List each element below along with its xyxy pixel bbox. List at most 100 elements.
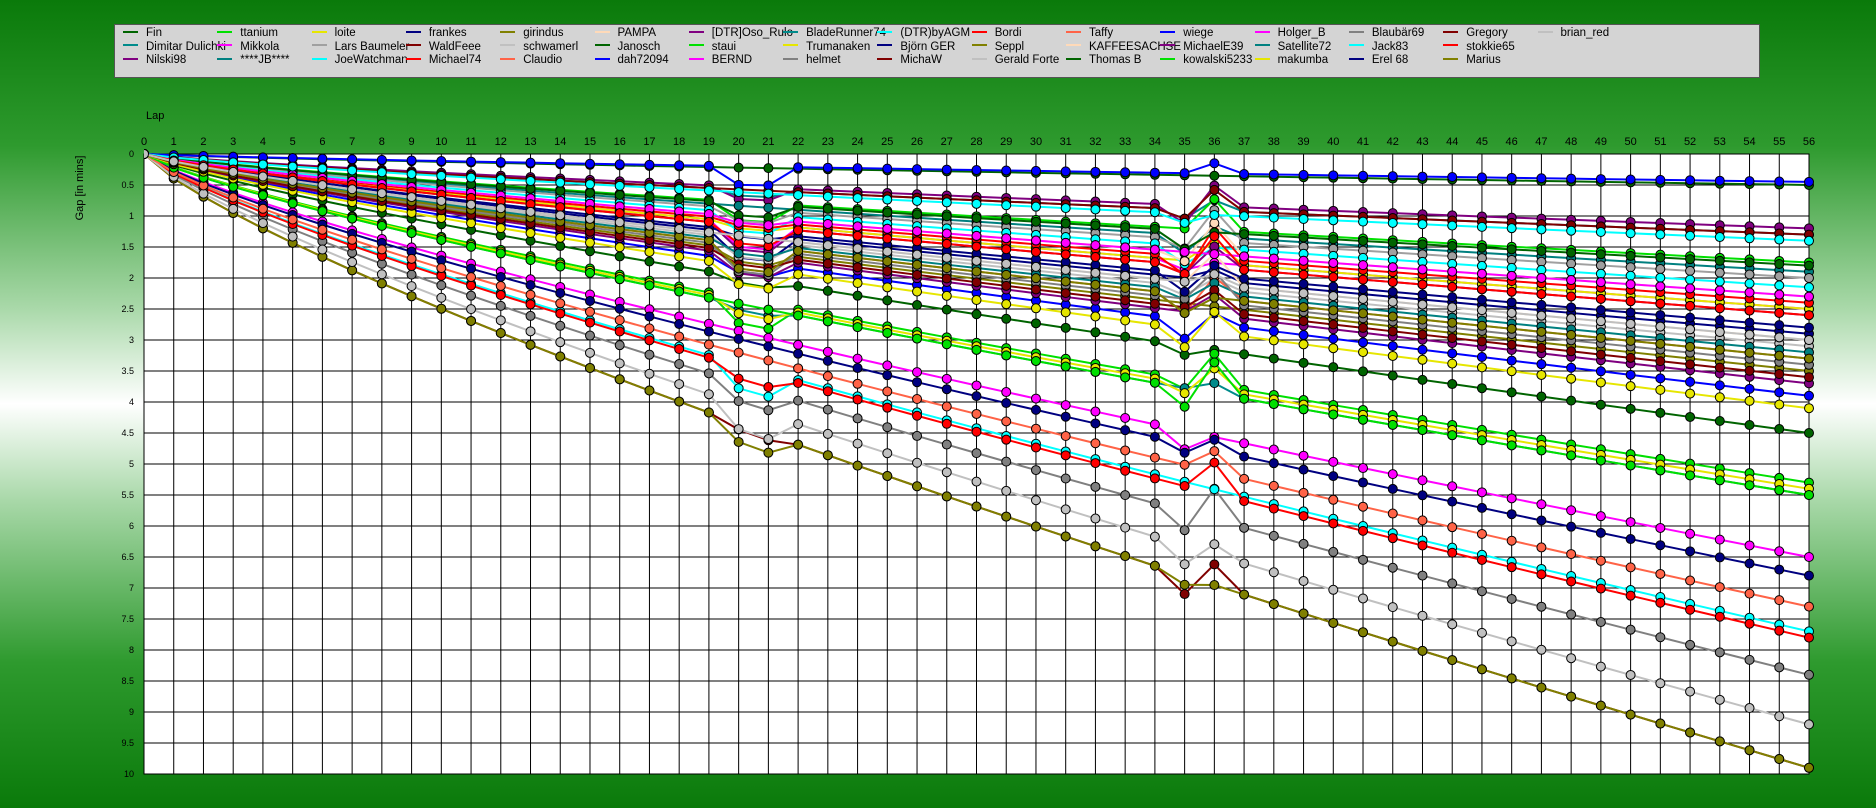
data-point — [1149, 531, 1160, 542]
data-point — [1447, 302, 1458, 313]
data-point — [674, 184, 685, 195]
data-point — [822, 258, 833, 269]
data-point — [1655, 252, 1666, 263]
data-point — [882, 370, 893, 381]
data-point — [971, 380, 982, 391]
data-point — [1060, 400, 1071, 411]
data-point — [495, 315, 506, 326]
data-point — [1417, 540, 1428, 551]
y-tick-label: 8 — [129, 645, 134, 655]
data-point — [1268, 169, 1279, 180]
x-tick-label: 0 — [141, 136, 147, 148]
data-point — [1239, 309, 1250, 320]
data-point — [1744, 329, 1755, 340]
data-point — [1030, 216, 1041, 227]
data-point — [1417, 490, 1428, 501]
legend-swatch — [500, 57, 516, 60]
data-point — [1774, 485, 1785, 496]
data-point — [793, 378, 804, 389]
data-point — [584, 267, 595, 278]
data-point — [1804, 273, 1814, 283]
data-point — [584, 246, 595, 257]
legend-item: Taffy — [1066, 27, 1113, 40]
data-point — [1625, 318, 1636, 329]
data-point — [1090, 311, 1101, 322]
data-point — [1685, 639, 1696, 650]
data-point — [1685, 546, 1696, 557]
data-point — [1595, 249, 1606, 260]
legend-swatch — [405, 44, 421, 47]
data-point — [1685, 283, 1696, 294]
data-point — [1625, 534, 1636, 545]
data-point — [1447, 496, 1458, 507]
data-point — [1744, 176, 1755, 187]
data-point — [703, 227, 714, 238]
data-point — [1447, 172, 1458, 183]
data-point — [287, 214, 298, 225]
data-point — [1328, 518, 1339, 529]
data-point — [495, 174, 506, 185]
data-point — [644, 256, 655, 267]
data-point — [1774, 595, 1785, 606]
legend-item: dah72094 — [594, 54, 669, 67]
data-point — [763, 233, 774, 244]
data-point — [1001, 416, 1012, 427]
data-point — [1239, 211, 1250, 222]
data-point — [912, 164, 923, 175]
legend-label: kowalski5233 — [1183, 54, 1253, 66]
data-point — [1328, 617, 1339, 628]
x-tick-label: 46 — [1506, 136, 1518, 148]
data-point — [1595, 527, 1606, 538]
data-point — [525, 206, 536, 217]
data-point — [1298, 357, 1309, 368]
data-point — [1714, 303, 1725, 314]
data-point — [584, 295, 595, 306]
data-point — [852, 243, 863, 254]
legend-item: PAMPA — [594, 27, 656, 40]
legend-item: ****JB**** — [217, 54, 290, 67]
data-point — [971, 165, 982, 176]
legend-swatch — [971, 57, 987, 60]
data-point — [674, 214, 685, 225]
data-point — [1685, 300, 1696, 311]
data-point — [1506, 509, 1517, 520]
data-point — [1328, 319, 1339, 330]
data-point — [1774, 350, 1785, 361]
data-point — [674, 160, 685, 171]
data-point — [1209, 484, 1220, 495]
data-point — [1090, 291, 1101, 302]
data-point — [1804, 353, 1814, 364]
data-point — [1625, 381, 1636, 392]
data-point — [1209, 539, 1220, 550]
data-point — [1090, 279, 1101, 290]
data-point — [1506, 387, 1517, 398]
data-point — [376, 278, 387, 289]
legend-item: Fin — [123, 27, 162, 40]
data-point — [1417, 299, 1428, 310]
data-point — [703, 196, 714, 207]
data-point — [912, 286, 923, 297]
data-point — [1120, 331, 1131, 342]
data-point — [1387, 217, 1398, 228]
data-point — [1714, 415, 1725, 426]
data-point — [1506, 270, 1517, 281]
data-point — [1625, 517, 1636, 528]
data-point — [1655, 407, 1666, 418]
data-point — [1298, 511, 1309, 522]
data-point — [1476, 435, 1487, 446]
data-point — [1804, 669, 1814, 680]
legend-item: Thomas B — [1066, 54, 1141, 67]
data-point — [1744, 654, 1755, 665]
data-point — [555, 261, 566, 272]
data-point — [763, 267, 774, 278]
data-point — [1209, 231, 1220, 242]
data-point — [1506, 172, 1517, 183]
y-tick-label: 4 — [129, 397, 134, 407]
data-point — [1090, 267, 1101, 278]
data-point — [317, 153, 328, 164]
data-point — [733, 248, 744, 259]
data-point — [644, 335, 655, 346]
data-point — [971, 266, 982, 277]
x-tick-label: 18 — [673, 136, 685, 148]
x-tick-label: 27 — [941, 136, 953, 148]
